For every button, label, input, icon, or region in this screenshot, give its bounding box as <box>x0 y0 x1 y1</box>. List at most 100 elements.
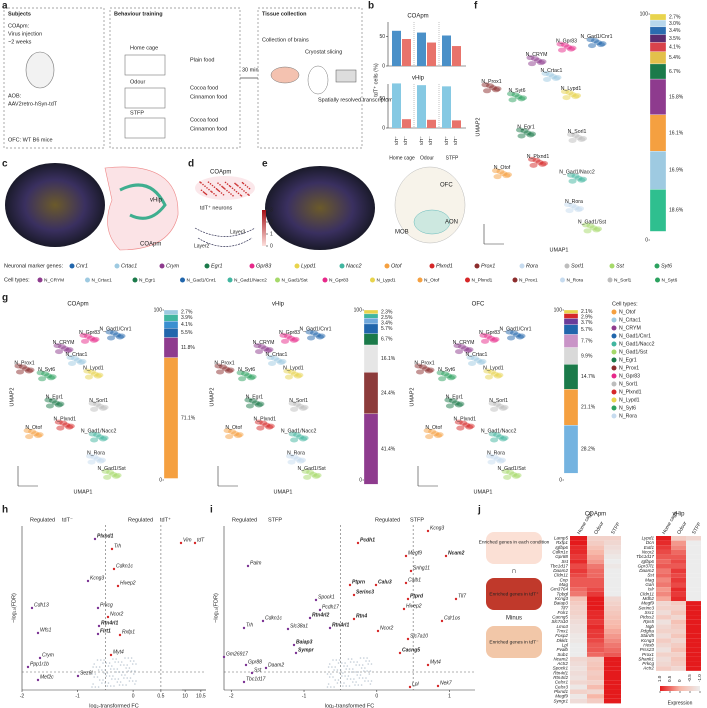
heat-cell <box>656 587 671 592</box>
label: vHip <box>272 302 285 308</box>
label: 1 <box>270 231 273 237</box>
background-point <box>117 661 120 663</box>
background-point <box>108 662 111 664</box>
heat-cell <box>587 675 604 681</box>
cluster <box>506 469 515 475</box>
background-point <box>364 667 366 669</box>
stack-segment <box>649 63 667 80</box>
cluster-label: N_Otof <box>225 425 242 431</box>
gene-label: Ptdss2 <box>640 615 654 620</box>
heat-cell <box>656 610 671 616</box>
label: tdT⁺ cells (%) <box>372 63 379 97</box>
background-point <box>104 682 106 684</box>
label: Odour <box>130 79 145 85</box>
heat-cell <box>570 582 587 588</box>
legend-swatch <box>429 263 435 269</box>
cluster <box>459 420 468 426</box>
cluster-label: N_Gad1/Cnr1 <box>499 326 531 332</box>
gene-point <box>426 663 430 667</box>
heat-cell <box>656 647 671 653</box>
heat-cell <box>686 629 701 634</box>
label: 0.5 <box>667 675 672 682</box>
cluster <box>95 372 104 378</box>
background-point <box>131 680 134 682</box>
background-point <box>342 672 344 674</box>
panel-label: c <box>2 159 8 170</box>
cluster <box>540 160 548 166</box>
gene-label: Gpr88 <box>248 659 262 665</box>
background-point <box>347 675 350 677</box>
gene-label: Daam2 <box>553 568 568 573</box>
heat-cell <box>686 633 701 639</box>
background-point <box>122 684 124 686</box>
cluster-label: N_Plxnd1 <box>527 154 550 160</box>
background-point <box>328 663 331 665</box>
background-point <box>334 679 337 681</box>
legend-label: N_Gad1/Sst <box>282 277 309 283</box>
stack-segment <box>649 114 667 152</box>
gene-label: Cdr1os <box>444 615 461 621</box>
cluster <box>508 97 517 103</box>
gene-label: Cacng5 <box>402 647 420 653</box>
background-point <box>337 662 340 664</box>
cluster-label: N_Crtac1 <box>541 68 563 74</box>
cluster-label: N_Crtac1 <box>66 352 88 358</box>
heat-cell <box>604 610 621 616</box>
heat-cell <box>570 684 587 690</box>
cluster <box>571 133 580 139</box>
cluster <box>81 338 89 344</box>
gene-label: Pvalb <box>557 647 569 652</box>
cluster-label: N_CRYM <box>453 340 475 346</box>
legend-label: N_Gad1/Nacc2 <box>234 277 267 283</box>
cluster <box>500 435 509 441</box>
gene-label: Lpl <box>562 642 569 647</box>
cluster <box>528 61 536 67</box>
segment-label: 2.5% <box>381 315 393 321</box>
gene-label: Daam2 <box>639 568 654 573</box>
label: MOB <box>395 230 409 236</box>
heat-cell <box>656 536 671 541</box>
cluster <box>428 429 437 435</box>
heat-cell <box>587 563 604 569</box>
heat-cell <box>604 656 621 662</box>
cluster-label: N_Lypd1 <box>83 365 104 371</box>
cell-dot <box>202 183 204 186</box>
bar <box>427 42 436 66</box>
label: -2 <box>20 693 25 699</box>
heat-cell <box>656 615 671 620</box>
gene-label: Syngr1 <box>553 698 568 703</box>
cluster <box>26 367 35 373</box>
gene-label: Plxnd1 <box>554 689 568 694</box>
heat-cell <box>686 624 701 629</box>
chip-icon <box>335 69 357 83</box>
heat-cell <box>656 582 671 588</box>
cluster <box>565 90 574 96</box>
cluster <box>483 88 491 94</box>
segment-label: 2.3% <box>381 309 393 315</box>
label: 0 <box>132 693 135 699</box>
background-point <box>127 670 130 672</box>
gene-point <box>110 547 114 551</box>
gene-point <box>242 680 246 684</box>
panel-label: h <box>2 505 8 516</box>
cell-dot <box>211 184 214 187</box>
background-point <box>360 684 363 686</box>
label: vHip <box>150 198 163 204</box>
heat-cell <box>604 652 621 657</box>
legend-label: N_Lypd1 <box>377 277 396 283</box>
heat-cell <box>656 573 671 578</box>
cluster-label: N_Syt6 <box>38 367 55 373</box>
label: Layer3 <box>230 229 246 235</box>
background-point <box>93 676 95 678</box>
cluster <box>241 371 250 377</box>
heat-cell <box>656 559 671 564</box>
heat-cell <box>604 615 621 620</box>
gene-label: Rtn4rl1 <box>101 620 118 626</box>
gene-point <box>93 537 97 541</box>
cluster-label: N_Rora <box>87 450 105 456</box>
cluster <box>103 474 112 480</box>
background-point <box>336 682 339 684</box>
background-point <box>115 671 117 673</box>
heat-cell <box>656 642 671 648</box>
heat-cell <box>604 642 621 648</box>
